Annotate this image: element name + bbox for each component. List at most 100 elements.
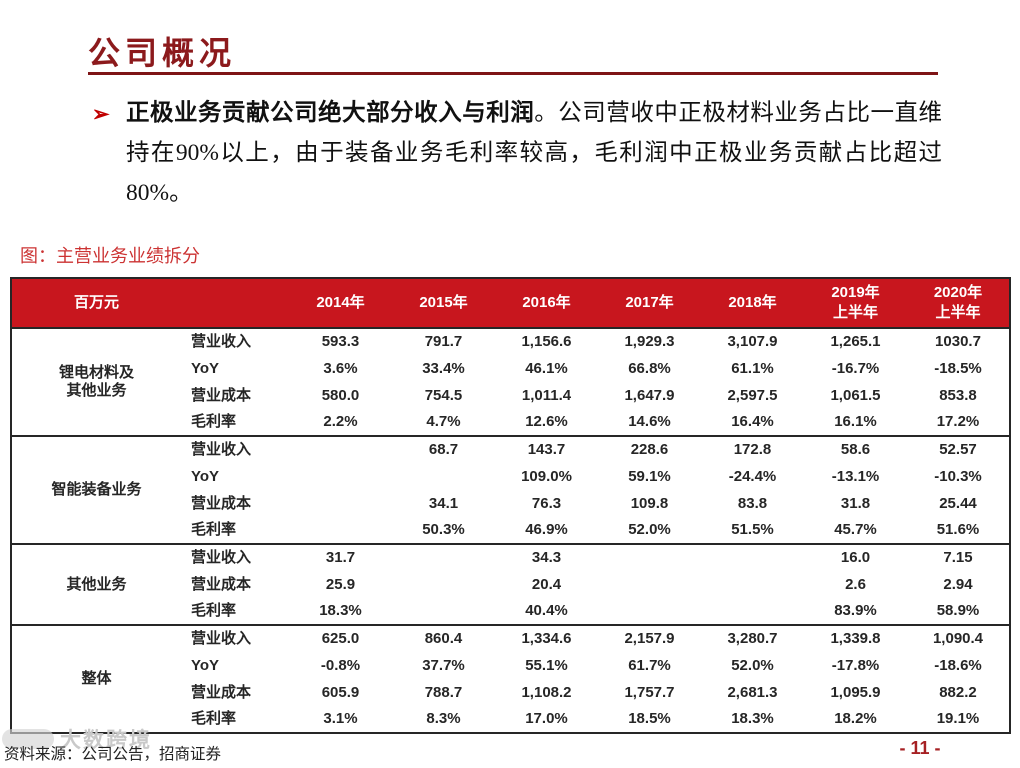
- table-cell-value: 51.6%: [936, 521, 980, 538]
- table-cell-value: 37.7%: [422, 656, 465, 674]
- title-underline: [88, 72, 938, 75]
- table-cell-value: 3,280.7: [701, 624, 804, 652]
- summary-paragraph: 正极业务贡献公司绝大部分收入与利润。公司营收中正极材料业务占比一直维持在90%以…: [126, 93, 942, 213]
- table-cell-value: 8.3%: [426, 710, 461, 727]
- table-cell-value: 7.15: [907, 543, 1010, 571]
- table-column-header: 2019年 上半年: [804, 278, 907, 328]
- table-group-label: 其他业务: [11, 543, 181, 625]
- table-row: YoY 3.6% 33.4% 46.1% 66.8% 61.1% -16.7% -18.5%: [11, 355, 1010, 382]
- table-cell-value: 58.6: [804, 435, 907, 463]
- table-cell-value: [289, 517, 392, 544]
- table-metric-label: YoY: [191, 359, 220, 377]
- table-cell-value: 788.7: [424, 683, 463, 701]
- table-cell-value: 3,107.9: [701, 327, 804, 355]
- table-cell-value: [598, 598, 701, 625]
- table-cell-value: 605.9: [321, 683, 360, 701]
- table-row: 毛利率 50.3% 46.9% 52.0% 51.5% 45.7% 51.6%: [11, 517, 1010, 544]
- table-cell-value: 55.1%: [525, 656, 568, 674]
- table-cell-value: 2.6: [845, 575, 866, 593]
- table-row: 营业成本 34.1 76.3 109.8 83.8 31.8 25.44: [11, 490, 1010, 517]
- table-metric-label: YoY: [191, 467, 220, 485]
- table-cell-value: 19.1%: [936, 710, 980, 727]
- table-column-header: 2016年: [495, 278, 598, 328]
- table-metric-label: 营业收入: [181, 543, 289, 571]
- table-row: 营业成本 605.9 788.7 1,108.2 1,757.7 2,681.3 1,095…: [11, 679, 1010, 706]
- table-column-header: 2014年: [289, 278, 392, 328]
- table-cell-value: 1,647.9: [624, 386, 675, 404]
- table-cell-value: [392, 598, 495, 625]
- table-cell-value: 2,157.9: [598, 624, 701, 652]
- table-cell-value: [289, 490, 392, 517]
- table-cell-value: 34.1: [428, 494, 459, 512]
- table-cell-value: 1,339.8: [804, 624, 907, 652]
- table-cell-value: -18.5%: [934, 359, 982, 377]
- table-cell-value: 2.2%: [323, 413, 358, 430]
- table-metric-label: 营业成本: [191, 683, 252, 701]
- table-cell-value: 31.8: [840, 494, 871, 512]
- table-cell-value: 17.2%: [936, 413, 980, 430]
- table-cell-value: 25.44: [939, 494, 977, 512]
- table-cell-value: -24.4%: [728, 467, 777, 485]
- table-cell-value: 58.9%: [936, 602, 980, 619]
- table-header: 百万元 2014年 2015年 2016年 2017年 2018年 2019年 上半年 202…: [11, 278, 1010, 328]
- watermark-logo: [2, 729, 54, 749]
- table-cell-value: [392, 543, 495, 571]
- table-metric-label: 营业收入: [181, 327, 289, 355]
- table-cell-value: 68.7: [392, 435, 495, 463]
- table-metric-label: 营业成本: [191, 386, 252, 404]
- table-cell-value: 1,929.3: [598, 327, 701, 355]
- business-breakdown-table: 百万元 2014年 2015年 2016年 2017年 2018年 2019年 上半年 202…: [10, 277, 1011, 734]
- table-metric-label: 毛利率: [191, 710, 237, 727]
- summary-lead-bold: 正极业务贡献公司绝大部分收入与利润: [126, 100, 535, 126]
- watermark-text: 大数跨境: [60, 729, 152, 752]
- table-cell-value: [701, 543, 804, 571]
- table-cell-value: [289, 435, 392, 463]
- table-cell-value: 20.4: [531, 575, 562, 593]
- table-cell-value: 754.5: [424, 386, 463, 404]
- table-cell-value: 3.1%: [323, 710, 358, 727]
- table-row: 毛利率 2.2% 4.7% 12.6% 14.6% 16.4% 16.1% 17.2%: [11, 409, 1010, 436]
- table-cell-value: 860.4: [392, 624, 495, 652]
- table-row: 营业成本 25.9 20.4 2.6 2.94: [11, 571, 1010, 598]
- table-cell-value: 1,757.7: [624, 683, 675, 701]
- table-empty-header: [181, 278, 289, 328]
- table-metric-label: 毛利率: [191, 602, 237, 619]
- table-cell-value: 17.0%: [525, 710, 568, 727]
- table-cell-value: 2.94: [943, 575, 973, 593]
- table-cell-value: 14.6%: [628, 413, 671, 430]
- table-cell-value: 61.7%: [628, 656, 671, 674]
- table-group-label: 锂电材料及 其他业务: [11, 327, 181, 436]
- watermark: 大数跨境: [2, 725, 152, 753]
- table-group-label: 整体: [11, 624, 181, 733]
- bullet-arrow-icon: ➢: [92, 102, 110, 126]
- table-cell-value: -17.8%: [831, 656, 880, 674]
- table-cell-value: 18.5%: [628, 710, 671, 727]
- table-cell-value: 1,061.5: [830, 386, 881, 404]
- table-cell-value: 580.0: [321, 386, 360, 404]
- table-cell-value: [598, 543, 701, 571]
- table-cell-value: 45.7%: [834, 521, 877, 538]
- table-metric-label: 营业收入: [181, 624, 289, 652]
- table-cell-value: 1,090.4: [907, 624, 1010, 652]
- table-metric-label: 毛利率: [191, 413, 237, 430]
- table-cell-value: 59.1%: [628, 467, 671, 485]
- table-column-header: 2015年: [392, 278, 495, 328]
- table-cell-value: -13.1%: [831, 467, 880, 485]
- table-cell-value: 1,156.6: [495, 327, 598, 355]
- table-cell-value: 33.4%: [422, 359, 465, 377]
- table-cell-value: 25.9: [325, 575, 356, 593]
- table-cell-value: 46.1%: [525, 359, 568, 377]
- table-cell-value: 40.4%: [525, 602, 568, 619]
- table-metric-label: 营业成本: [191, 575, 252, 593]
- page-number: - 11 -: [899, 738, 941, 758]
- table-cell-value: 16.0: [804, 543, 907, 571]
- table-cell-value: 3.6%: [323, 359, 358, 377]
- table-cell-value: 172.8: [701, 435, 804, 463]
- table-cell-value: 1,334.6: [495, 624, 598, 652]
- table-row: 智能装备业务 营业收入 68.7 143.7 228.6 172.8 58.6 52.57: [11, 435, 1010, 544]
- table-cell-value: [701, 598, 804, 625]
- table-row: 锂电材料及 其他业务 营业收入 593.3 791.7 1,156.6 1,929.3 3,…: [11, 327, 1010, 436]
- table-cell-value: 791.7: [392, 327, 495, 355]
- table-group-label: 智能装备业务: [11, 435, 181, 544]
- table-cell-value: 2,597.5: [727, 386, 778, 404]
